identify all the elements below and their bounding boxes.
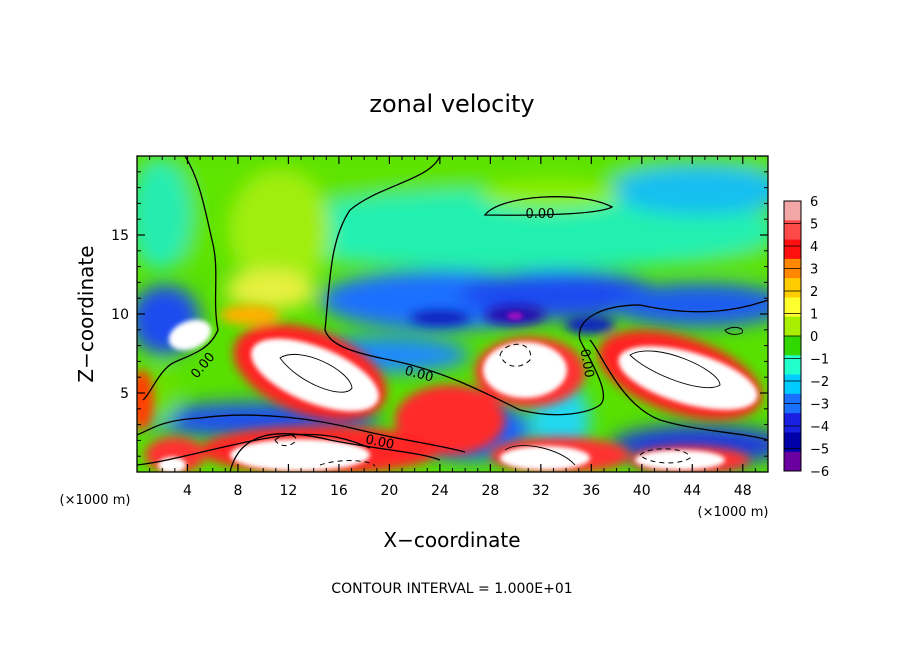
colorbar-swatch (784, 451, 801, 472)
contour-lines (137, 156, 768, 472)
colorbar-label: −1 (810, 353, 829, 368)
colorbar-swatch (784, 278, 801, 298)
colorbar-label: 1 (810, 308, 818, 323)
x-tick-label: 4 (183, 483, 192, 499)
chart-title: zonal velocity (369, 90, 534, 118)
y-axis-ticks: 5 10 15 (111, 171, 768, 457)
x-axis-unit-left: (×1000 m) (60, 493, 131, 508)
y-tick-label: 15 (111, 228, 129, 244)
colorbar-label: −2 (810, 375, 829, 390)
y-axis-label: Z−coordinate (74, 245, 98, 382)
x-tick-label: 24 (431, 483, 449, 499)
dashed-contours (274, 343, 691, 467)
contour-label: 0.00 (526, 207, 555, 222)
x-tick-label: 48 (734, 483, 752, 499)
x-axis-unit-right: (×1000 m) (698, 505, 769, 520)
x-tick-label: 8 (233, 483, 242, 499)
solid-inner-contours (279, 326, 743, 466)
colorbar-swatch (784, 432, 801, 453)
colorbar-swatch (784, 316, 801, 337)
colorbar-label: 6 (810, 195, 818, 210)
colorbar-label: 2 (810, 285, 818, 300)
y-tick-label: 5 (120, 386, 129, 402)
contour-interval-note: CONTOUR INTERVAL = 1.000E+01 (331, 581, 572, 597)
colorbar-swatch (784, 297, 801, 318)
x-tick-label: 40 (633, 483, 651, 499)
colorbar-label: −3 (810, 398, 829, 413)
colorbar-swatch (784, 239, 801, 260)
colorbar-swatch (784, 220, 801, 241)
colorbar-label: −6 (810, 465, 829, 480)
x-axis-ticks: 4 8 12 16 20 24 28 32 36 40 44 48 (149, 156, 756, 499)
x-tick-label: 28 (481, 483, 499, 499)
x-tick-label: 12 (280, 483, 298, 499)
colorbar-swatch (784, 355, 801, 376)
colorbar-label: −4 (810, 420, 829, 435)
colorbar-swatch (784, 201, 801, 221)
contour-label: 0.00 (364, 432, 395, 453)
x-tick-label: 16 (330, 483, 348, 499)
colorbar-label: −5 (810, 443, 829, 458)
x-axis-label: X−coordinate (383, 528, 520, 552)
x-tick-label: 32 (532, 483, 550, 499)
x-tick-label: 20 (380, 483, 398, 499)
x-tick-label: 36 (582, 483, 600, 499)
velocity-field (137, 156, 768, 472)
colorbar-swatch (784, 413, 801, 433)
contour-label: 0.00 (403, 364, 435, 386)
colorbar: 6 5 4 3 2 1 0 −1 −2 −3 −4 −5 −6 (783, 195, 829, 480)
colorbar-label: 3 (810, 263, 818, 278)
x-tick-label: 44 (683, 483, 701, 499)
colorbar-label: 0 (810, 330, 818, 345)
colorbar-swatch (784, 374, 801, 395)
colorbar-label: 4 (810, 240, 818, 255)
y-tick-label: 10 (111, 307, 129, 323)
colorbar-label: 5 (810, 218, 818, 233)
colorbar-swatch (784, 336, 801, 356)
contour-label: 0.00 (577, 348, 597, 379)
